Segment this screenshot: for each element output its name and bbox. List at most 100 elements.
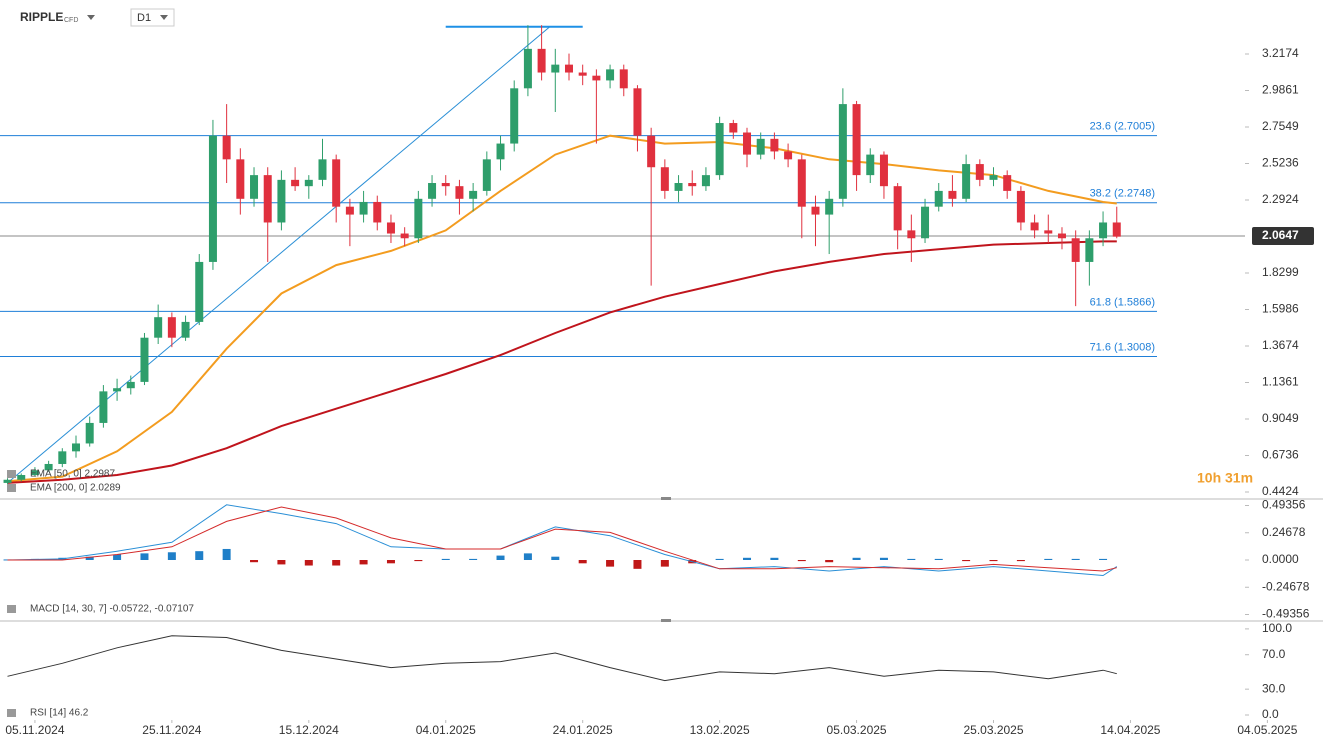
rsi-line bbox=[7, 635, 1117, 682]
candle-body bbox=[797, 159, 806, 207]
resize-handle[interactable] bbox=[661, 619, 671, 622]
fib-label: 71.6 (1.3008) bbox=[1090, 341, 1155, 353]
candle-body bbox=[838, 104, 847, 199]
x-tick-label: 24.01.2025 bbox=[553, 723, 613, 737]
macd-histogram-bar bbox=[962, 560, 971, 562]
symbol[interactable]: RIPPLE bbox=[20, 10, 63, 24]
macd-histogram-bar bbox=[551, 556, 560, 560]
candle-body bbox=[770, 138, 779, 152]
y-tick-label: 1.3674 bbox=[1262, 338, 1299, 352]
macd-histogram-bar bbox=[85, 556, 94, 560]
candle-body bbox=[222, 135, 231, 160]
legend-icon bbox=[7, 484, 16, 492]
candle-body bbox=[373, 201, 382, 223]
symbol-tag: CFD bbox=[64, 17, 78, 24]
macd-histogram-bar bbox=[195, 551, 204, 560]
candle-body bbox=[729, 123, 738, 133]
candle-body bbox=[688, 183, 697, 187]
candle-body bbox=[304, 179, 313, 187]
candle-body bbox=[975, 164, 984, 180]
candle-body bbox=[263, 175, 272, 223]
candle-body bbox=[1030, 222, 1039, 231]
candle-body bbox=[236, 159, 245, 199]
dropdown-arrow[interactable] bbox=[87, 15, 95, 20]
dropdown-arrow[interactable] bbox=[160, 15, 168, 20]
macd-histogram-bar bbox=[332, 560, 341, 566]
macd-histogram-bar bbox=[359, 560, 368, 565]
timeframe-box[interactable] bbox=[130, 8, 175, 27]
macd-histogram-bar bbox=[660, 560, 669, 567]
macd-histogram-bar bbox=[934, 558, 943, 560]
y-tick-label: 1.8299 bbox=[1262, 265, 1299, 279]
macd-histogram-bar bbox=[1099, 558, 1108, 560]
candle-body bbox=[784, 151, 793, 160]
countdown: 10h 31m bbox=[1197, 470, 1253, 486]
candle-body bbox=[496, 143, 505, 160]
candle-body bbox=[907, 230, 916, 239]
candle-body bbox=[921, 206, 930, 239]
candle-body bbox=[537, 48, 546, 73]
macd-histogram-bar bbox=[1044, 558, 1053, 560]
candle-body bbox=[701, 175, 710, 187]
candle-body bbox=[989, 175, 998, 180]
legend-icon bbox=[7, 709, 16, 717]
candle-body bbox=[852, 104, 861, 176]
y-tick-label: 30.0 bbox=[1262, 681, 1286, 695]
candle-body bbox=[564, 64, 573, 73]
macd-histogram-bar bbox=[715, 558, 724, 560]
x-tick-label: 15.12.2024 bbox=[279, 723, 339, 737]
legend-entry: EMA [50, 0] 2.2987 bbox=[30, 469, 115, 480]
candle-body bbox=[756, 138, 765, 155]
resize-handle[interactable] bbox=[661, 497, 671, 500]
macd-histogram-bar bbox=[633, 560, 642, 569]
candle-body bbox=[318, 159, 327, 180]
fib-label: 61.8 (1.5866) bbox=[1090, 296, 1155, 308]
y-tick-label: 1.5986 bbox=[1262, 302, 1299, 316]
candle-body bbox=[606, 69, 615, 81]
macd-histogram-bar bbox=[1071, 558, 1080, 560]
timeframe[interactable]: D1 bbox=[137, 12, 151, 24]
candle-body bbox=[140, 337, 149, 382]
macd-histogram-bar bbox=[277, 560, 286, 565]
candle-body bbox=[113, 388, 122, 392]
candle-body bbox=[469, 190, 478, 199]
x-tick-label: 04.01.2025 bbox=[416, 723, 476, 737]
candle-body bbox=[72, 443, 81, 452]
macd-histogram-bar bbox=[414, 560, 423, 562]
candle-body bbox=[195, 261, 204, 322]
candle-body bbox=[154, 317, 163, 338]
candle-body bbox=[167, 317, 176, 338]
macd-histogram-bar bbox=[606, 560, 615, 567]
ema-line bbox=[7, 134, 1117, 483]
candle-body bbox=[359, 201, 368, 215]
candle-body bbox=[893, 186, 902, 231]
macd-histogram-bar bbox=[852, 557, 861, 560]
macd-histogram-bar bbox=[770, 557, 779, 560]
ema-line bbox=[7, 240, 1117, 484]
macd-histogram-bar bbox=[441, 558, 450, 560]
candle-body bbox=[647, 135, 656, 168]
candle-body bbox=[633, 88, 642, 136]
macd-histogram-bar bbox=[825, 560, 834, 563]
y-tick-label: 100.0 bbox=[1262, 621, 1292, 635]
x-tick-label: 13.02.2025 bbox=[690, 723, 750, 737]
candle-body bbox=[30, 470, 39, 476]
candle-body bbox=[660, 167, 669, 191]
macd-histogram-bar bbox=[140, 553, 149, 560]
macd-histogram-bar bbox=[222, 548, 231, 560]
y-tick-label: 0.49356 bbox=[1262, 498, 1306, 512]
legend-icon bbox=[7, 470, 16, 478]
candle-body bbox=[1099, 222, 1108, 239]
candle-body bbox=[715, 123, 724, 176]
y-tick-label: 2.7549 bbox=[1262, 119, 1299, 133]
candle-body bbox=[674, 183, 683, 191]
candle-body bbox=[523, 48, 532, 89]
macd-line bbox=[7, 506, 1117, 572]
y-tick-label: -0.24678 bbox=[1262, 579, 1310, 593]
x-tick-label: 04.05.2025 bbox=[1237, 723, 1297, 737]
fib-label: 23.6 (2.7005) bbox=[1090, 120, 1155, 132]
macd-histogram-bar bbox=[578, 560, 587, 564]
macd-histogram-bar bbox=[250, 560, 259, 563]
